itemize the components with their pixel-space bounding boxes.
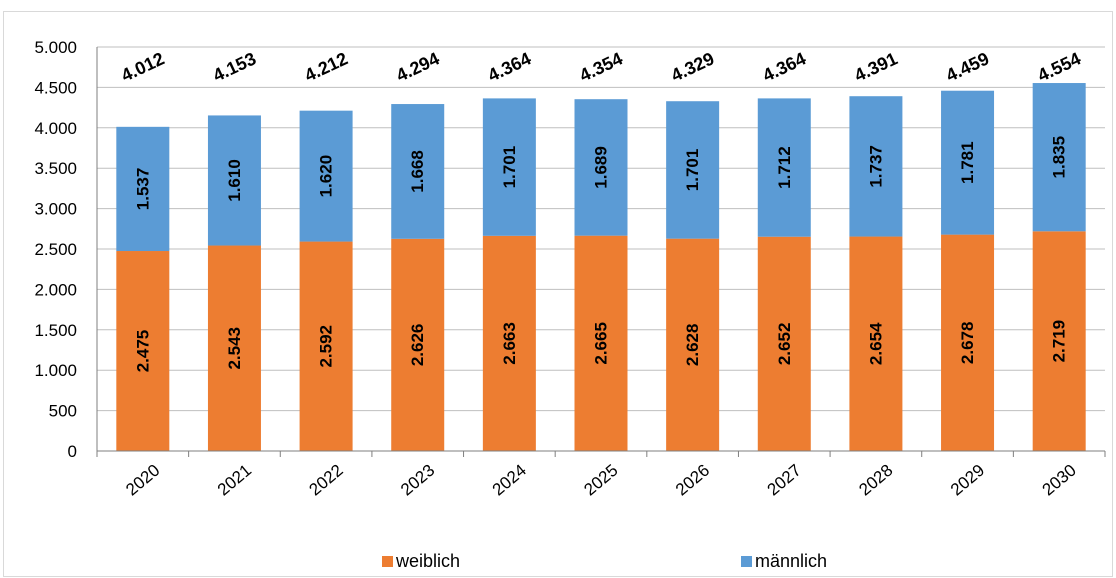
total-label: 4.364: [485, 48, 534, 85]
bar-weiblich: [574, 235, 628, 451]
x-tick-label: 2020: [122, 461, 163, 500]
data-label-maennlich: 1.737: [866, 145, 885, 188]
y-tick-label: 1.000: [34, 361, 77, 380]
x-tick-label: 2027: [764, 461, 805, 500]
total-label: 4.554: [1035, 48, 1084, 85]
total-label: 4.459: [943, 48, 992, 85]
total-label: 4.329: [668, 48, 717, 85]
y-tick-label: 3.500: [34, 159, 77, 178]
data-label-maennlich: 1.610: [225, 159, 244, 202]
x-tick-label: 2030: [1039, 461, 1080, 500]
bar-weiblich: [941, 234, 995, 451]
data-label-maennlich: 1.537: [133, 168, 152, 211]
data-label-maennlich: 1.668: [408, 150, 427, 193]
bar-maennlich: [299, 110, 353, 242]
legend-swatch-maennlich: [741, 555, 752, 567]
bar-weiblich: [391, 238, 445, 451]
data-label-weiblich: 2.678: [958, 322, 977, 365]
bar-weiblich: [116, 251, 170, 451]
x-tick-label: 2024: [489, 461, 530, 500]
y-tick-label: 2.000: [34, 280, 77, 299]
bar-maennlich: [849, 96, 903, 237]
total-label: 4.012: [118, 48, 167, 85]
data-label-weiblich: 2.475: [133, 330, 152, 373]
bar-maennlich: [482, 98, 536, 236]
total-label: 4.212: [301, 48, 350, 85]
x-tick-label: 2028: [855, 461, 896, 500]
bar-maennlich: [757, 98, 811, 237]
bar-weiblich: [299, 241, 353, 451]
y-tick-label: 0: [68, 442, 77, 461]
bar-maennlich: [391, 104, 445, 239]
x-tick-label: 2022: [305, 461, 346, 500]
data-label-maennlich: 1.701: [500, 146, 519, 189]
bar-weiblich: [482, 235, 536, 451]
total-label: 4.153: [210, 48, 259, 85]
y-tick-label: 1.500: [34, 321, 77, 340]
legend-label-weiblich: weiblich: [396, 550, 461, 571]
x-tick-label: 2021: [214, 461, 255, 500]
data-label-maennlich: 1.701: [683, 149, 702, 192]
bar-maennlich: [207, 115, 261, 246]
x-tick-label: 2023: [397, 461, 438, 500]
bar-weiblich: [666, 238, 720, 451]
data-label-weiblich: 2.628: [683, 324, 702, 367]
total-label: 4.364: [760, 48, 809, 85]
data-label-weiblich: 2.665: [592, 322, 611, 365]
legend-swatch-weiblich: [382, 555, 393, 567]
x-tick-label: 2029: [947, 461, 988, 500]
bar-maennlich: [1032, 83, 1086, 232]
data-label-weiblich: 2.652: [775, 323, 794, 366]
data-label-weiblich: 2.719: [1050, 320, 1069, 363]
y-tick-label: 4.500: [34, 78, 77, 97]
bar-weiblich: [1032, 231, 1086, 451]
data-label-weiblich: 2.626: [408, 324, 427, 367]
bar-weiblich: [207, 245, 261, 451]
x-tick-label: 2026: [672, 461, 713, 500]
data-label-weiblich: 2.543: [225, 327, 244, 370]
legend-label-maennlich: männlich: [755, 550, 828, 571]
total-label: 4.294: [393, 48, 442, 85]
bar-weiblich: [849, 236, 903, 451]
data-label-maennlich: 1.689: [592, 146, 611, 189]
bar-maennlich: [941, 90, 995, 235]
data-label-maennlich: 1.781: [958, 141, 977, 184]
bar-maennlich: [666, 101, 720, 239]
data-label-maennlich: 1.712: [775, 146, 794, 189]
data-label-weiblich: 2.663: [500, 322, 519, 365]
legend-item-weiblich: weiblich: [382, 550, 460, 572]
data-label-weiblich: 2.592: [317, 325, 336, 368]
data-label-maennlich: 1.835: [1050, 136, 1069, 179]
bar-maennlich: [116, 126, 170, 252]
chart-frame: [3, 11, 1113, 577]
y-tick-label: 500: [49, 402, 77, 421]
y-tick-label: 3.000: [34, 200, 77, 219]
bar-maennlich: [574, 99, 628, 236]
y-tick-label: 2.500: [34, 240, 77, 259]
total-label: 4.391: [851, 48, 900, 85]
total-label: 4.354: [576, 48, 625, 85]
y-tick-label: 4.000: [34, 119, 77, 138]
bar-weiblich: [757, 236, 811, 451]
y-tick-label: 5.000: [34, 38, 77, 57]
x-tick-label: 2025: [580, 461, 621, 500]
legend-item-maennlich: männlich: [741, 550, 827, 572]
data-label-maennlich: 1.620: [317, 155, 336, 198]
data-label-weiblich: 2.654: [866, 322, 885, 365]
